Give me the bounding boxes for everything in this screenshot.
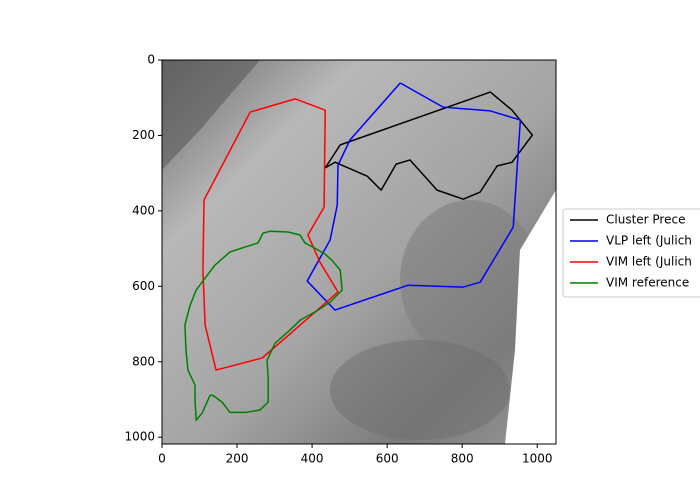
y-tick-label: 800 <box>132 354 155 368</box>
plot-frame <box>161 59 557 445</box>
legend-label: VIM left (Julich <box>606 255 692 269</box>
background-image <box>162 60 556 444</box>
legend-label: Cluster Prece <box>606 213 685 227</box>
x-tick-label: 800 <box>451 452 474 466</box>
legend-label: VIM reference <box>606 276 689 290</box>
legend-label: VLP left (Julich <box>606 234 692 248</box>
outline <box>202 98 339 371</box>
outline <box>324 91 534 200</box>
y-tick-label: 0 <box>147 53 155 67</box>
x-tick-label: 400 <box>301 452 324 466</box>
y-tick-label: 400 <box>132 203 155 217</box>
legend-box <box>562 208 700 298</box>
y-tick-label: 600 <box>132 279 155 293</box>
x-tick-label: 1000 <box>522 452 553 466</box>
y-tick-label: 200 <box>132 128 155 142</box>
x-tick-label: 600 <box>376 452 399 466</box>
outline <box>184 230 343 421</box>
x-tick-label: 0 <box>158 452 166 466</box>
x-tick-label: 200 <box>226 452 249 466</box>
y-tick-label: 1000 <box>124 430 155 444</box>
outline <box>306 82 522 311</box>
